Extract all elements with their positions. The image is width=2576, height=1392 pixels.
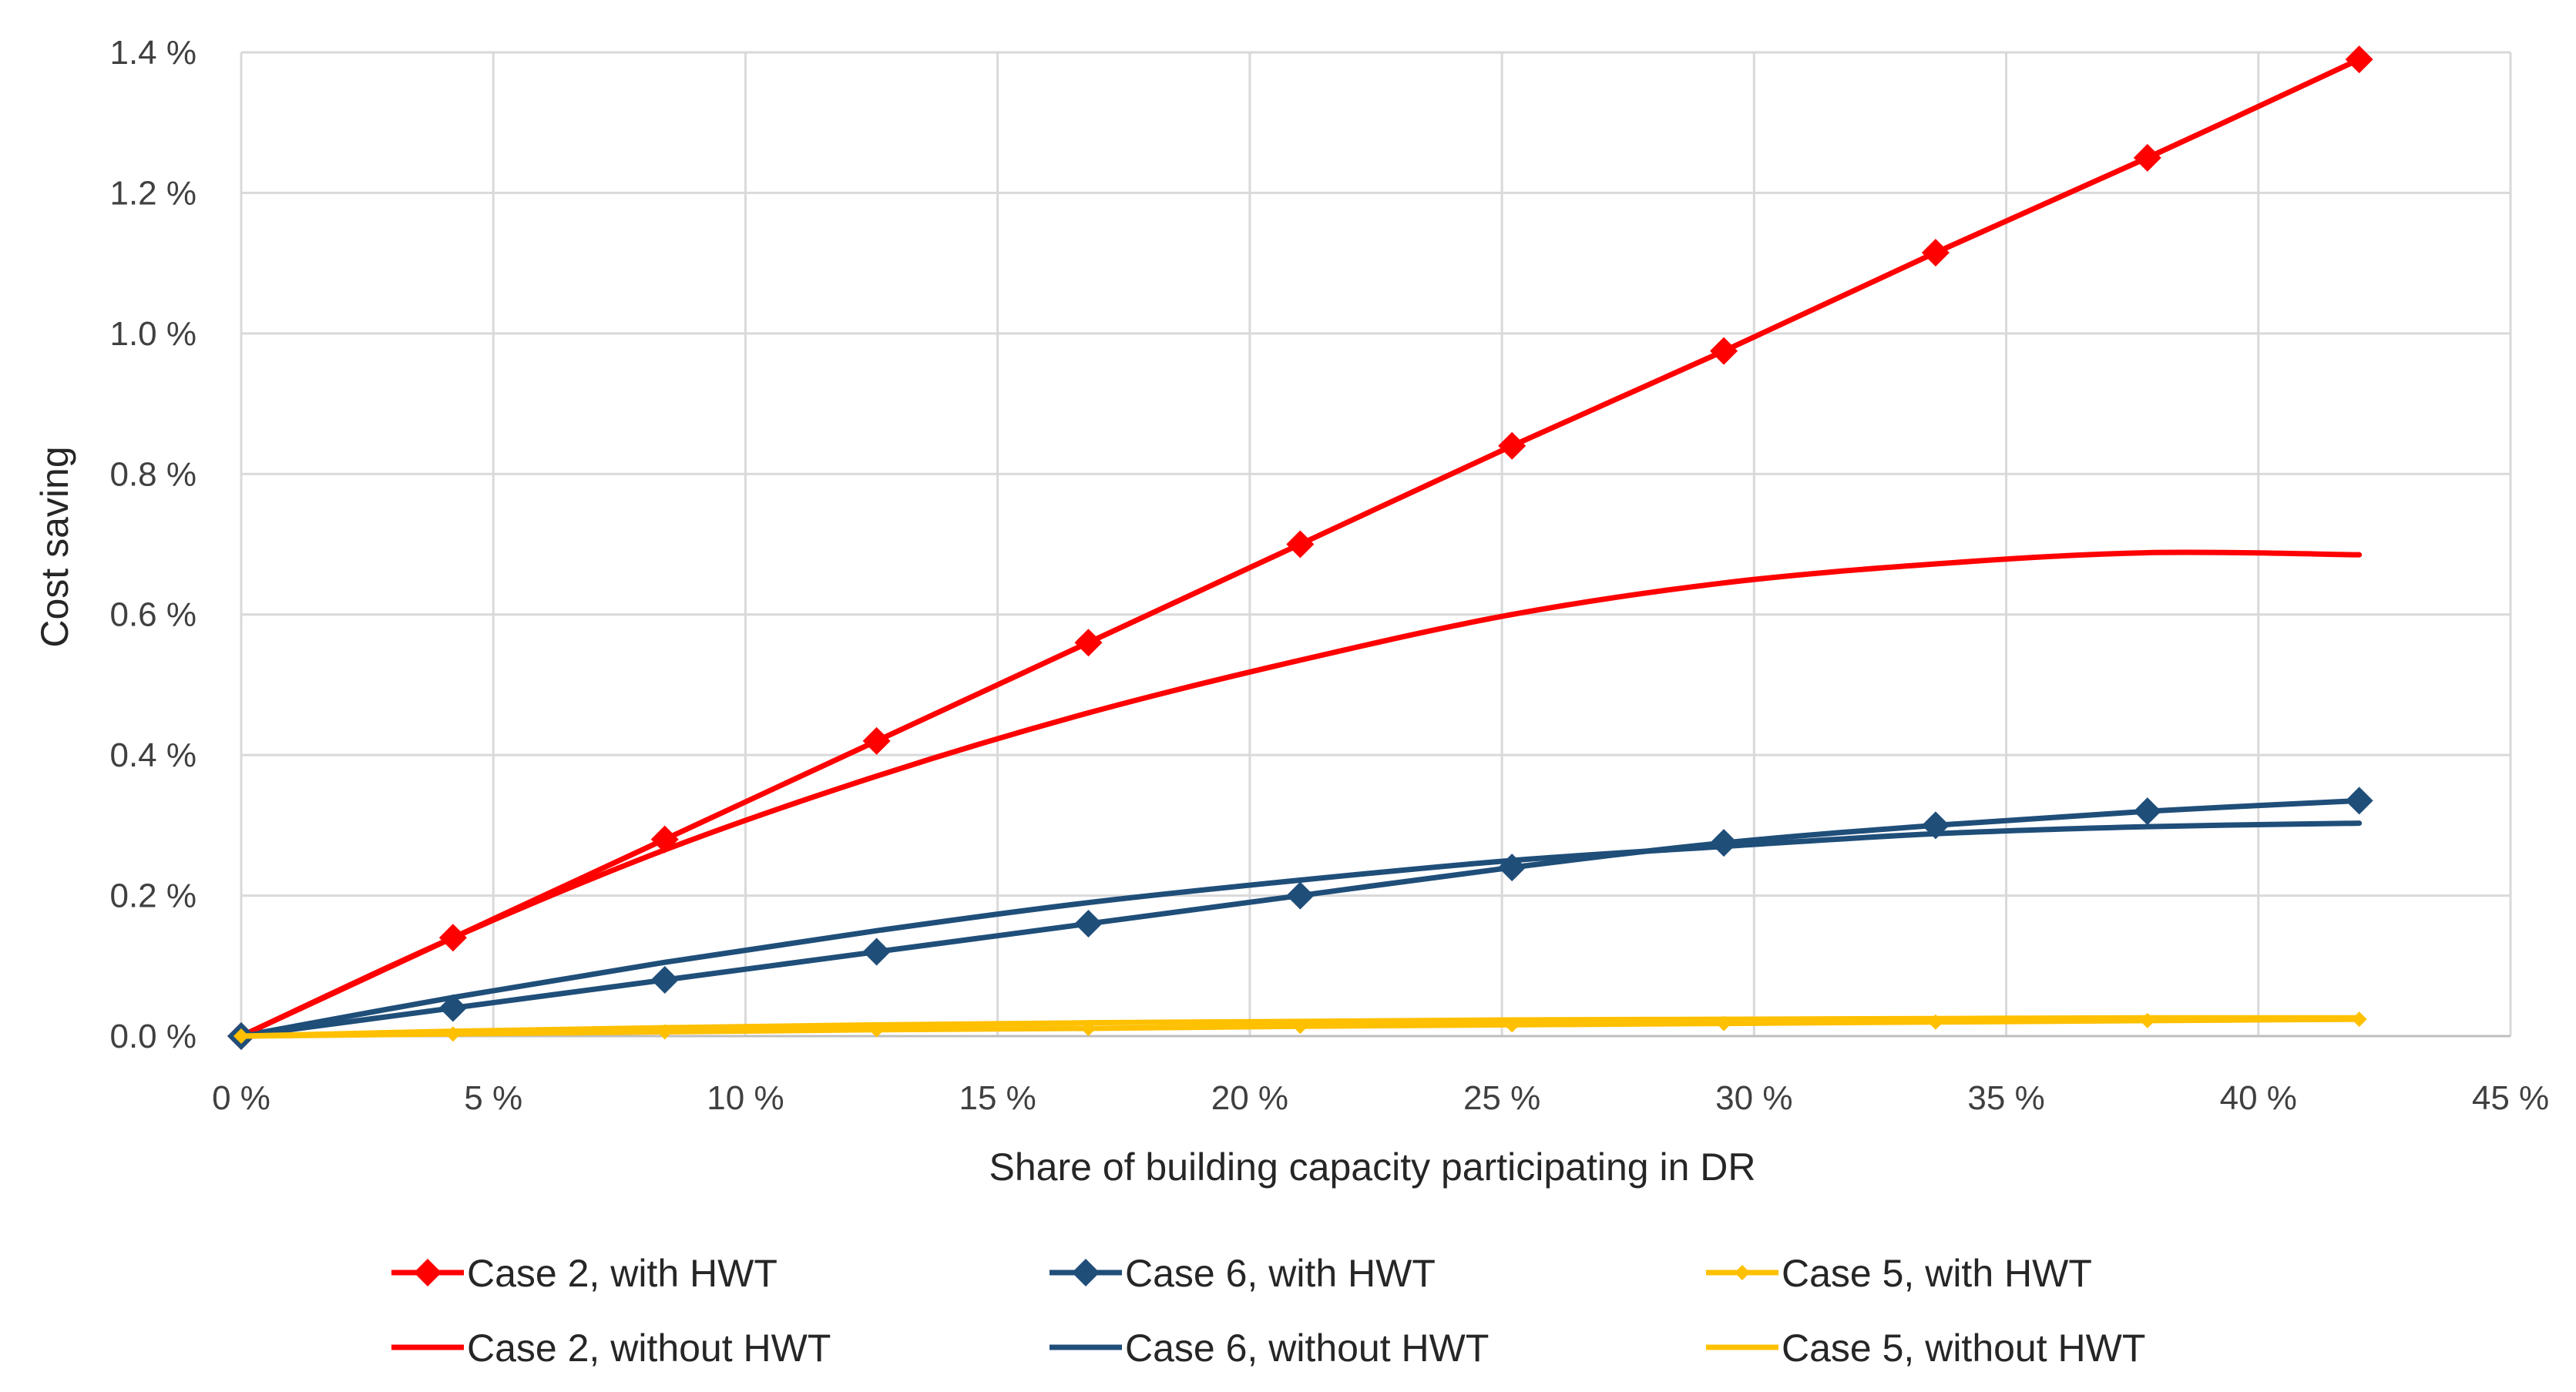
y-tick-label: 0.8 %: [109, 455, 196, 493]
legend-swatch-marker: [1735, 1265, 1750, 1280]
data-point-marker: [233, 1028, 249, 1044]
data-point-marker: [1074, 629, 1103, 657]
legend-item-case-6-with-hwt: Case 6, with HWT: [1050, 1252, 1436, 1295]
data-point-marker: [650, 966, 679, 995]
data-point-marker: [1921, 811, 1950, 840]
x-tick-label: 45 %: [2472, 1079, 2549, 1117]
x-tick-label: 30 %: [1715, 1079, 1792, 1117]
legend-swatch-marker: [1072, 1259, 1100, 1286]
data-point-marker: [1080, 1020, 1097, 1036]
data-point-marker: [1710, 829, 1738, 857]
series-case-6-without-hwt: [238, 820, 2363, 1039]
y-tick-label: 1.4 %: [109, 34, 196, 72]
legend-item-case-5-with-hwt: Case 5, with HWT: [1706, 1252, 2092, 1295]
y-tick-labels: 0.0 % 0.2 % 0.4 % 0.6 % 0.8 % 1.0 % 1.2 % 1.4 %: [109, 34, 196, 1055]
x-tick-label: 40 %: [2220, 1079, 2297, 1117]
data-point-marker: [862, 726, 891, 755]
data-point-marker: [2139, 1012, 2155, 1028]
data-point-marker: [438, 924, 467, 952]
y-tick-label: 1.2 %: [109, 174, 196, 212]
data-point-marker: [2345, 45, 2373, 74]
x-tick-label: 15 %: [959, 1079, 1036, 1117]
legend: Case 2, with HWT Case 6, with HWT Case 5, …: [391, 1252, 2145, 1370]
data-point-marker: [1498, 854, 1526, 882]
x-tick-label: 5 %: [464, 1079, 522, 1117]
series-line: [238, 797, 2363, 1039]
x-tick-label: 0 %: [212, 1079, 270, 1117]
x-tick-labels: 0 % 5 % 10 % 15 % 20 % 25 % 30 % 35 % 40 % 45 %: [212, 1079, 2549, 1117]
legend-item-case-5-without-hwt: Case 5, without HWT: [1706, 1327, 2145, 1370]
data-point-marker: [438, 994, 467, 1022]
series-case-2-without-hwt: [238, 549, 2363, 1039]
y-tick-label: 0.0 %: [109, 1018, 196, 1055]
y-tick-label: 0.6 %: [109, 596, 196, 634]
data-point-marker: [650, 825, 679, 854]
legend-label: Case 5, without HWT: [1782, 1327, 2145, 1370]
legend-label: Case 2, with HWT: [467, 1252, 778, 1295]
series-case-6-with-hwt: [227, 787, 2373, 1050]
legend-label: Case 6, without HWT: [1125, 1327, 1489, 1370]
data-point-marker: [1292, 1018, 1308, 1035]
data-point-marker: [1716, 1015, 1732, 1031]
data-point-marker: [868, 1021, 885, 1038]
data-point-marker: [1286, 881, 1315, 910]
x-tick-label: 35 %: [1967, 1079, 2044, 1117]
legend-label: Case 6, with HWT: [1125, 1252, 1436, 1295]
data-point-marker: [2351, 1011, 2367, 1028]
series-line: [238, 549, 2363, 1039]
y-tick-label: 0.2 %: [109, 877, 196, 915]
y-axis-title: Cost saving: [33, 446, 76, 647]
series-line: [238, 820, 2363, 1039]
y-tick-label: 0.4 %: [109, 736, 196, 774]
x-axis-title: Share of building capacity participating…: [989, 1145, 1756, 1189]
legend-item-case-2-with-hwt: Case 2, with HWT: [391, 1252, 778, 1295]
y-tick-label: 1.0 %: [109, 315, 196, 353]
legend-item-case-2-without-hwt: Case 2, without HWT: [391, 1327, 831, 1370]
data-point-marker: [1504, 1017, 1520, 1033]
x-tick-label: 10 %: [707, 1079, 784, 1117]
data-point-marker: [1286, 530, 1315, 558]
data-point-marker: [1074, 910, 1103, 938]
data-point-marker: [2345, 787, 2373, 815]
series-case-5-with-hwt: [233, 1011, 2367, 1044]
data-point-marker: [657, 1024, 673, 1040]
legend-label: Case 2, without HWT: [467, 1327, 831, 1370]
data-point-marker: [445, 1026, 461, 1042]
legend-label: Case 5, with HWT: [1782, 1252, 2092, 1295]
series-layer: [227, 45, 2373, 1050]
data-point-marker: [862, 938, 891, 966]
gridlines: [240, 51, 2512, 1038]
legend-swatch-marker: [414, 1259, 442, 1286]
data-point-marker: [2133, 797, 2161, 826]
x-tick-label: 25 %: [1463, 1079, 1540, 1117]
data-point-marker: [1498, 431, 1526, 460]
data-point-marker: [1927, 1014, 1943, 1030]
data-point-marker: [2133, 143, 2161, 172]
data-point-marker: [1710, 337, 1738, 365]
series-case-2-with-hwt: [227, 45, 2373, 1050]
legend-item-case-6-without-hwt: Case 6, without HWT: [1050, 1327, 1489, 1370]
x-tick-label: 20 %: [1211, 1079, 1288, 1117]
data-point-marker: [1921, 238, 1950, 267]
